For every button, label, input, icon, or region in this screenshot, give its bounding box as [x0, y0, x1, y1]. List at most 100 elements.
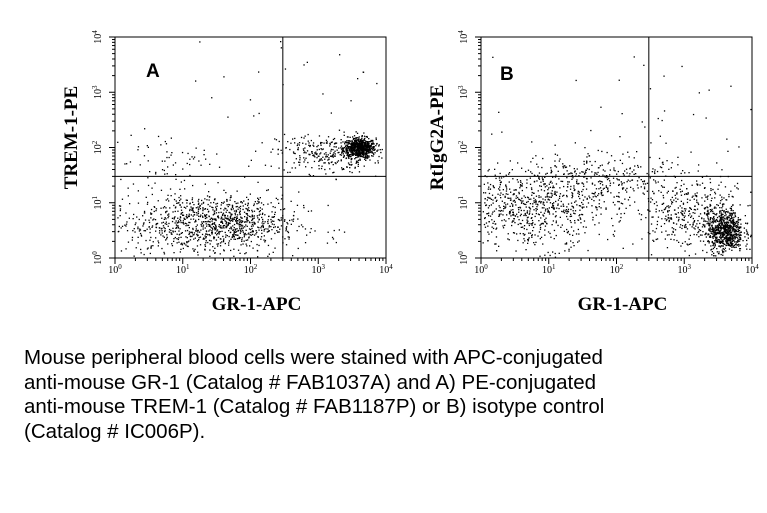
data-point: [582, 199, 585, 201]
data-point: [675, 197, 677, 199]
data-point: [586, 181, 588, 183]
data-point: [117, 141, 119, 143]
data-point: [353, 137, 355, 140]
data-point: [646, 172, 648, 175]
data-point: [357, 139, 359, 141]
data-point: [240, 225, 242, 227]
data-point: [562, 195, 564, 197]
data-point: [242, 220, 244, 222]
data-point: [705, 233, 707, 235]
data-point: [707, 212, 709, 214]
data-point: [256, 231, 258, 234]
data-point: [734, 230, 736, 233]
data-point: [251, 209, 253, 211]
data-point: [731, 220, 733, 222]
data-point: [124, 163, 126, 165]
data-point: [707, 217, 709, 220]
data-point: [526, 219, 528, 221]
data-point: [540, 201, 542, 203]
data-point: [186, 245, 188, 247]
data-point: [567, 218, 569, 220]
data-point: [316, 149, 318, 151]
data-point: [620, 202, 622, 204]
data-point: [643, 188, 646, 190]
data-point: [314, 156, 316, 158]
data-point: [263, 235, 265, 237]
data-point: [246, 220, 248, 222]
flow-cytometry-figure: 100 101 102 103 104100101102103104GR-1-APCTR…: [61, 30, 759, 315]
data-point: [531, 191, 533, 194]
data-point: [601, 150, 603, 153]
data-point: [655, 211, 657, 213]
data-point: [349, 143, 351, 145]
data-point: [611, 217, 613, 220]
data-point: [526, 210, 529, 212]
data-point: [252, 216, 254, 218]
data-point: [303, 149, 305, 152]
data-point: [606, 151, 608, 154]
data-point: [562, 163, 564, 165]
data-point: [715, 239, 717, 242]
data-point: [719, 218, 722, 220]
data-point: [706, 214, 709, 216]
data-point: [206, 195, 209, 197]
data-point: [261, 216, 263, 219]
data-point: [512, 220, 514, 222]
data-point: [550, 236, 552, 238]
data-point: [326, 142, 328, 144]
data-point: [325, 152, 327, 154]
data-point: [730, 217, 733, 220]
y-tick-label: 101: [91, 196, 104, 210]
data-point: [357, 147, 359, 149]
data-point: [514, 215, 517, 217]
data-point: [192, 210, 194, 212]
data-point: [165, 239, 167, 241]
data-point: [682, 170, 684, 172]
caption-line: anti-mouse TREM-1 (Catalog # FAB1187P) o…: [24, 395, 605, 418]
data-point: [539, 185, 541, 187]
data-point: [675, 200, 677, 203]
data-point: [619, 136, 621, 138]
data-point: [750, 234, 752, 236]
data-point: [258, 227, 260, 229]
data-point: [560, 180, 562, 182]
data-point: [352, 136, 354, 138]
data-point: [505, 185, 507, 187]
data-point: [201, 215, 204, 217]
data-point: [721, 227, 723, 229]
data-point: [591, 205, 593, 207]
data-point: [365, 144, 367, 146]
data-point: [173, 204, 175, 207]
data-point: [172, 230, 174, 232]
data-point: [690, 208, 692, 210]
data-point: [547, 231, 550, 233]
data-point: [512, 211, 514, 213]
data-point: [526, 182, 528, 184]
data-point: [529, 210, 531, 212]
data-point: [191, 209, 193, 211]
data-point: [729, 238, 731, 240]
data-point: [666, 160, 668, 162]
data-point: [560, 205, 562, 207]
data-point: [694, 209, 697, 211]
data-point: [709, 205, 711, 207]
data-point: [213, 213, 216, 215]
data-point: [163, 253, 166, 255]
data-point: [251, 211, 254, 213]
data-point: [718, 184, 720, 186]
data-point: [354, 153, 356, 155]
data-point: [678, 241, 680, 243]
data-point: [234, 238, 237, 240]
data-point: [729, 230, 731, 232]
data-point: [601, 194, 603, 197]
data-point: [552, 213, 554, 215]
data-point: [704, 207, 707, 209]
data-point: [541, 177, 543, 179]
data-point: [691, 226, 693, 228]
data-point: [629, 204, 631, 207]
data-point: [518, 198, 520, 200]
data-point: [572, 234, 574, 236]
data-point: [746, 233, 748, 235]
data-point: [572, 206, 574, 208]
data-point: [332, 154, 334, 156]
